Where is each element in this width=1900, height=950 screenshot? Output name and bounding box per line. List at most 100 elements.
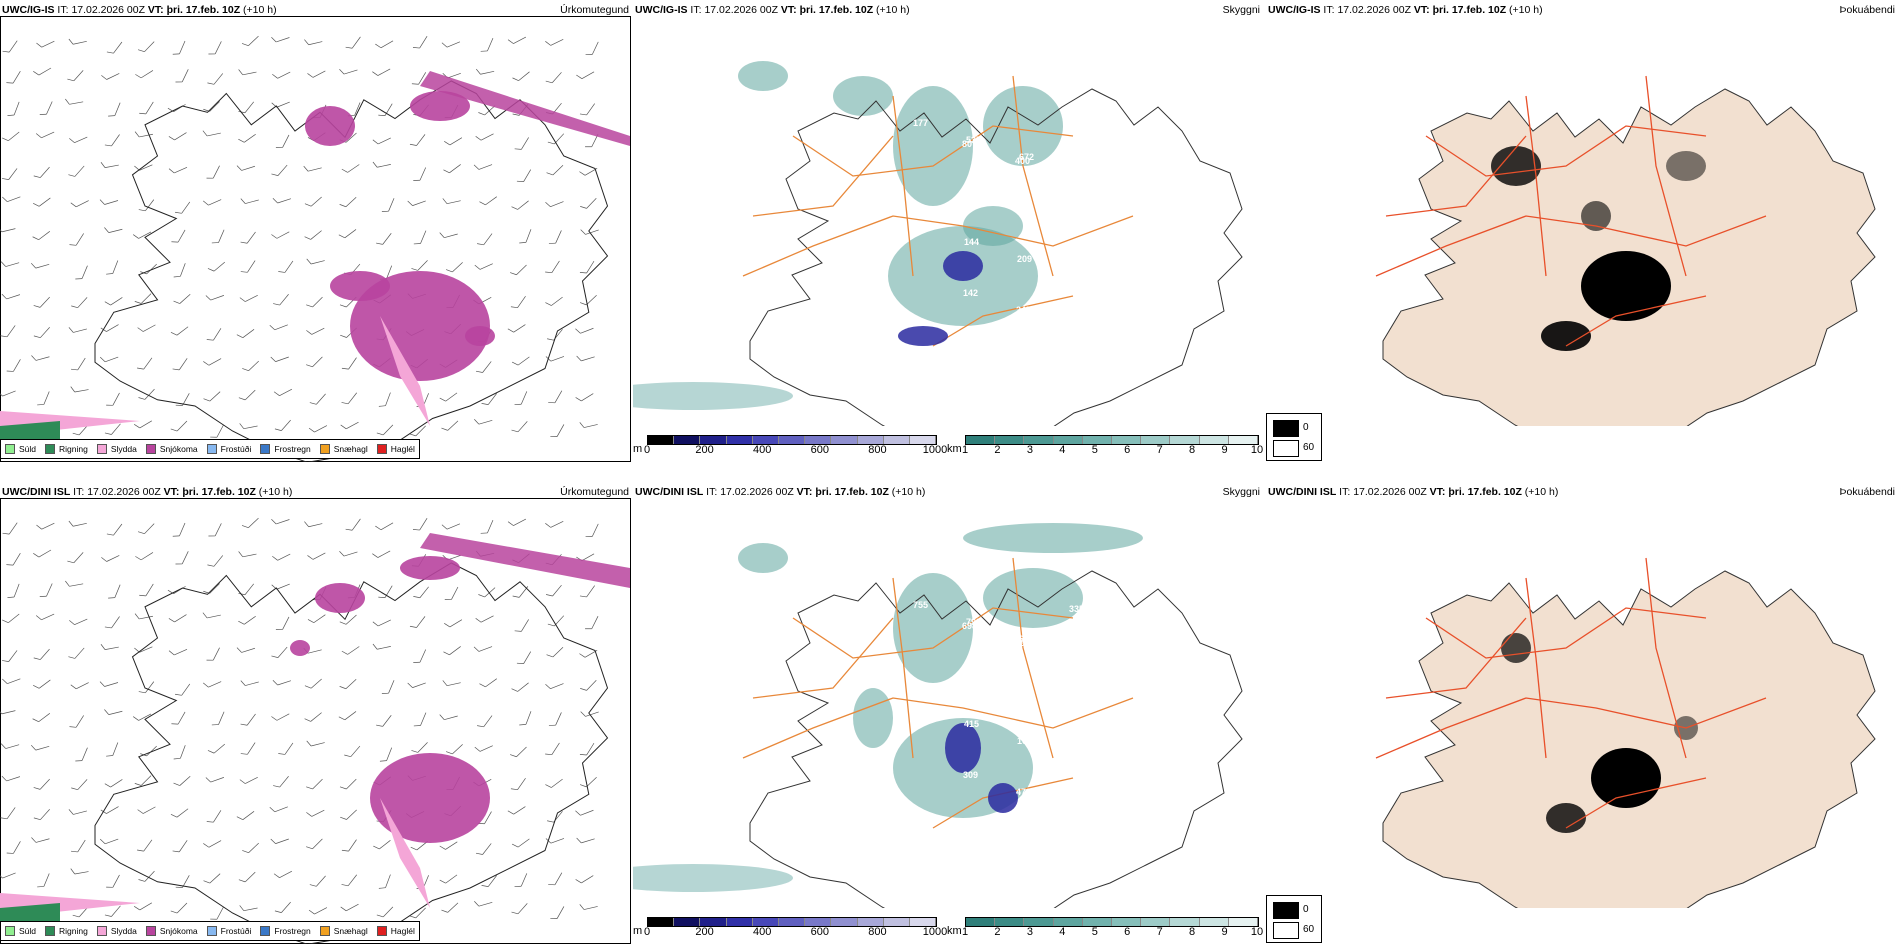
wind-barb — [32, 197, 51, 207]
panel-title-fog: Þokuábendi — [1839, 4, 1895, 16]
wind-barb — [475, 68, 495, 75]
wind-barb — [270, 838, 289, 844]
ceiling-swatch — [648, 918, 675, 926]
wind-barb — [580, 198, 597, 209]
legend-swatch — [96, 926, 107, 936]
wind-barb — [340, 903, 359, 912]
ceiling-swatches — [647, 435, 937, 445]
lead-time: (+10 h) — [876, 4, 910, 16]
legend-label: Súld — [19, 444, 37, 454]
wind-barb — [202, 199, 222, 206]
ceiling-label: 672 — [1019, 152, 1034, 162]
wind-barb — [306, 838, 323, 850]
visibility-swatch — [1199, 436, 1229, 444]
wind-barb — [104, 709, 123, 715]
wind-barb — [242, 360, 259, 372]
wind-barb — [203, 101, 220, 112]
model-name: UWC/IG-IS — [2, 4, 55, 16]
ceiling-tick: 600 — [810, 444, 829, 456]
ceiling-unit: m — [633, 443, 643, 455]
visibility-swatch — [1141, 436, 1171, 444]
wind-barb — [307, 552, 326, 560]
wind-barb — [545, 260, 560, 274]
wind-barb — [2, 131, 20, 142]
ceiling-label: 755 — [913, 600, 928, 610]
ceiling-label: 457 — [1018, 685, 1033, 695]
wind-barb — [35, 131, 55, 139]
ceiling-swatch — [752, 918, 779, 926]
wind-barb — [585, 523, 599, 538]
wind-barb — [0, 325, 16, 338]
ceiling-tick: 400 — [753, 926, 772, 938]
panel-header: UWC/DINI ISL IT: 17.02.2026 00Z VT: þri.… — [635, 486, 925, 498]
ceiling-swatch — [805, 918, 832, 926]
road — [792, 607, 1074, 659]
ceiling-label: 108 — [1017, 736, 1032, 746]
wind-barb — [545, 742, 560, 756]
wind-barb — [138, 388, 155, 400]
wind-barb — [0, 261, 20, 267]
wind-barb — [372, 619, 391, 627]
wind-barb — [378, 874, 391, 889]
ceiling-label: 234 — [1071, 220, 1086, 230]
wind-barb — [33, 809, 50, 821]
wind-barb — [412, 517, 428, 531]
wind-barb — [269, 806, 288, 813]
it-value: 17.02.2026 00Z — [1353, 486, 1427, 498]
wind-barb — [68, 647, 85, 659]
visibility-swatches — [965, 435, 1259, 445]
vt-value: þri. 17.feb. 10Z — [1432, 4, 1507, 16]
wind-barb — [274, 419, 291, 431]
wind-barb — [2, 522, 18, 535]
wind-barb — [2, 196, 21, 202]
wind-barb — [132, 713, 152, 721]
road — [1425, 607, 1707, 659]
road — [792, 125, 1074, 177]
visibility-tick: 1 — [961, 926, 969, 938]
wind-barb — [134, 293, 152, 304]
wind-barb — [170, 420, 188, 432]
wind-barb — [238, 615, 256, 625]
wind-barb — [240, 680, 259, 686]
visibility-swatch — [966, 436, 996, 444]
wind-barb — [104, 905, 121, 917]
wind-barb — [241, 35, 259, 47]
wind-barb — [519, 229, 532, 244]
wind-barb — [100, 806, 119, 814]
wind-barb — [31, 837, 50, 843]
wind-barb — [304, 39, 323, 46]
wind-barb — [306, 740, 325, 747]
wind-barb — [579, 295, 597, 306]
wind-barb — [409, 134, 426, 146]
wind-barb — [511, 200, 529, 210]
snow-area — [330, 271, 390, 301]
panel-header: UWC/DINI ISL IT: 17.02.2026 00Z VT: þri.… — [1268, 486, 1558, 498]
wind-barb — [381, 198, 395, 212]
wind-barb — [6, 70, 21, 84]
ceiling-label: 196 — [1071, 702, 1086, 712]
wind-barb — [104, 297, 123, 306]
wind-barb — [548, 390, 563, 404]
wind-barb — [104, 227, 123, 233]
wind-barb — [132, 231, 152, 239]
wind-barb — [240, 260, 256, 273]
precip-map — [0, 35, 630, 462]
road — [752, 135, 894, 217]
legend-swatch — [260, 926, 271, 936]
panel-cloud-row2: UWC/DINI ISL IT: 17.02.2026 00Z VT: þri.… — [633, 482, 1266, 947]
legend-label: Frostregn — [274, 926, 311, 936]
snow-area — [350, 271, 490, 381]
legend-item: Súld — [5, 926, 36, 936]
wind-barb — [443, 646, 461, 656]
legend-item: Súld — [5, 444, 36, 454]
vt-label: VT: — [1429, 486, 1446, 498]
visibility-swatch — [1199, 918, 1229, 926]
ceiling-swatch — [726, 436, 753, 444]
road-network — [1375, 75, 1767, 347]
map-frame — [0, 16, 631, 462]
visibility-swatch — [1141, 918, 1171, 926]
road — [752, 617, 894, 699]
wind-barb — [510, 264, 527, 276]
wind-barb — [175, 393, 190, 406]
vt-value: þri. 17.feb. 10Z — [799, 4, 874, 16]
